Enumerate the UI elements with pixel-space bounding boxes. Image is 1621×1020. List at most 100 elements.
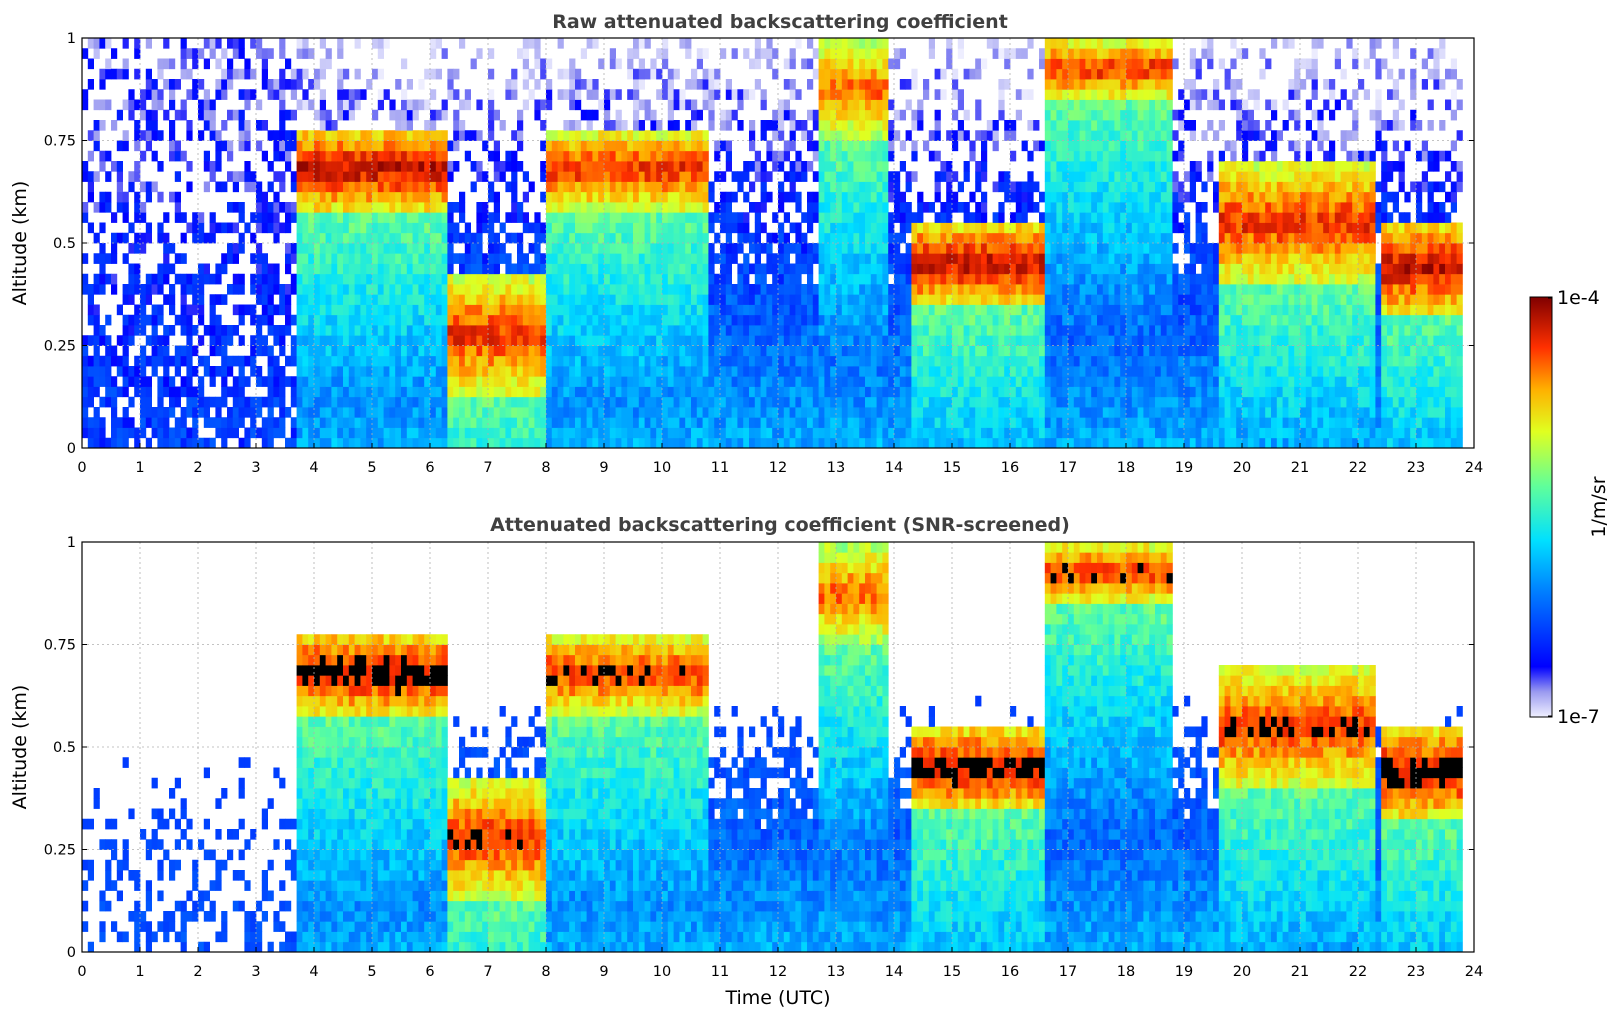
heatmap-cell <box>836 253 843 264</box>
heatmap-cell <box>575 99 582 111</box>
heatmap-cell <box>209 99 216 111</box>
heatmap-cell <box>836 222 843 234</box>
heatmap-cell <box>656 325 663 336</box>
heatmap-cell <box>615 89 622 100</box>
heatmap-cell <box>314 304 321 316</box>
heatmap-cell <box>836 181 843 193</box>
heatmap-cell <box>140 109 147 121</box>
heatmap-cell <box>157 99 164 111</box>
heatmap-cell <box>319 232 326 244</box>
heatmap-cell <box>720 396 727 408</box>
heatmap-cell <box>731 314 738 326</box>
heatmap-cell <box>192 366 199 377</box>
heatmap-cell <box>447 243 454 254</box>
heatmap-cell <box>592 161 599 172</box>
heatmap-cell <box>801 386 808 398</box>
heatmap-cell <box>517 140 524 152</box>
heatmap-cell <box>795 304 802 316</box>
heatmap-cell <box>522 38 529 49</box>
heatmap-cell <box>876 396 883 408</box>
heatmap-cell <box>847 396 854 408</box>
heatmap-cell <box>401 222 408 234</box>
heatmap-cell <box>731 109 738 121</box>
heatmap-cell <box>870 273 877 285</box>
heatmap-cell <box>360 140 367 152</box>
heatmap-cell <box>488 345 495 357</box>
heatmap-cell <box>337 263 344 275</box>
heatmap-cell <box>824 89 831 100</box>
heatmap-cell <box>928 263 935 275</box>
heatmap-cell <box>180 294 187 305</box>
heatmap-cell <box>580 386 587 398</box>
heatmap-cell <box>296 304 303 316</box>
heatmap-cell <box>1039 48 1046 59</box>
heatmap-cell <box>650 212 657 223</box>
heatmap-cell <box>691 407 698 418</box>
heatmap-cell <box>250 181 257 193</box>
heatmap-cell <box>308 417 315 428</box>
heatmap-cell <box>998 202 1005 213</box>
heatmap-cell <box>157 417 164 428</box>
heatmap-cell <box>679 396 686 408</box>
heatmap-cell <box>180 437 187 449</box>
heatmap-cell <box>1015 232 1022 244</box>
heatmap-cell <box>905 212 912 223</box>
heatmap-cell <box>122 68 129 80</box>
heatmap-cell <box>662 263 669 275</box>
heatmap-cell <box>847 417 854 428</box>
heatmap-cell <box>348 181 355 193</box>
heatmap-cell <box>946 345 953 357</box>
heatmap-cell <box>441 109 448 121</box>
heatmap-cell <box>923 89 930 100</box>
heatmap-cell <box>459 366 466 377</box>
heatmap-cell <box>145 417 152 428</box>
heatmap-cell <box>1033 366 1040 377</box>
heatmap-cell <box>476 202 483 213</box>
heatmap-cell <box>256 202 263 213</box>
heatmap-cell <box>418 202 425 213</box>
heatmap-cell <box>743 89 750 100</box>
heatmap-cell <box>604 294 611 305</box>
heatmap-cell <box>725 314 732 326</box>
heatmap-cell <box>749 386 756 398</box>
heatmap-cell <box>644 99 651 111</box>
heatmap-cell <box>865 376 872 387</box>
heatmap-cell <box>459 396 466 408</box>
heatmap-cell <box>830 202 837 213</box>
heatmap-cell <box>592 222 599 234</box>
heatmap-cell <box>372 140 379 152</box>
heatmap-cell <box>261 79 268 90</box>
heatmap-cell <box>696 437 703 449</box>
heatmap-cell <box>174 345 181 357</box>
heatmap-cell <box>447 161 454 172</box>
heatmap-cell <box>499 366 506 377</box>
heatmap-cell <box>331 396 338 408</box>
heatmap-cell <box>609 427 616 439</box>
heatmap-cell <box>737 232 744 244</box>
heatmap-cell <box>981 294 988 305</box>
heatmap-cell <box>244 304 251 316</box>
heatmap-cell <box>592 407 599 418</box>
heatmap-cell <box>476 335 483 346</box>
heatmap-cell <box>969 68 976 80</box>
heatmap-cell <box>743 294 750 305</box>
heatmap-cell <box>836 407 843 418</box>
heatmap-cell <box>145 355 152 367</box>
heatmap-cell <box>232 253 239 264</box>
heatmap-cell <box>180 325 187 336</box>
heatmap-cell <box>633 150 640 162</box>
heatmap-cell <box>1039 437 1046 449</box>
heatmap-cell <box>476 304 483 316</box>
heatmap-cell <box>377 212 384 223</box>
heatmap-cell <box>232 304 239 316</box>
heatmap-cell <box>696 181 703 193</box>
heatmap-cell <box>546 437 553 449</box>
heatmap-cell <box>343 253 350 264</box>
heatmap-cell <box>853 335 860 346</box>
heatmap-cell <box>783 273 790 285</box>
heatmap-cell <box>662 335 669 346</box>
heatmap-cell <box>667 243 674 254</box>
heatmap-cell <box>163 294 170 305</box>
heatmap-cell <box>528 345 535 357</box>
heatmap-cell <box>876 427 883 439</box>
